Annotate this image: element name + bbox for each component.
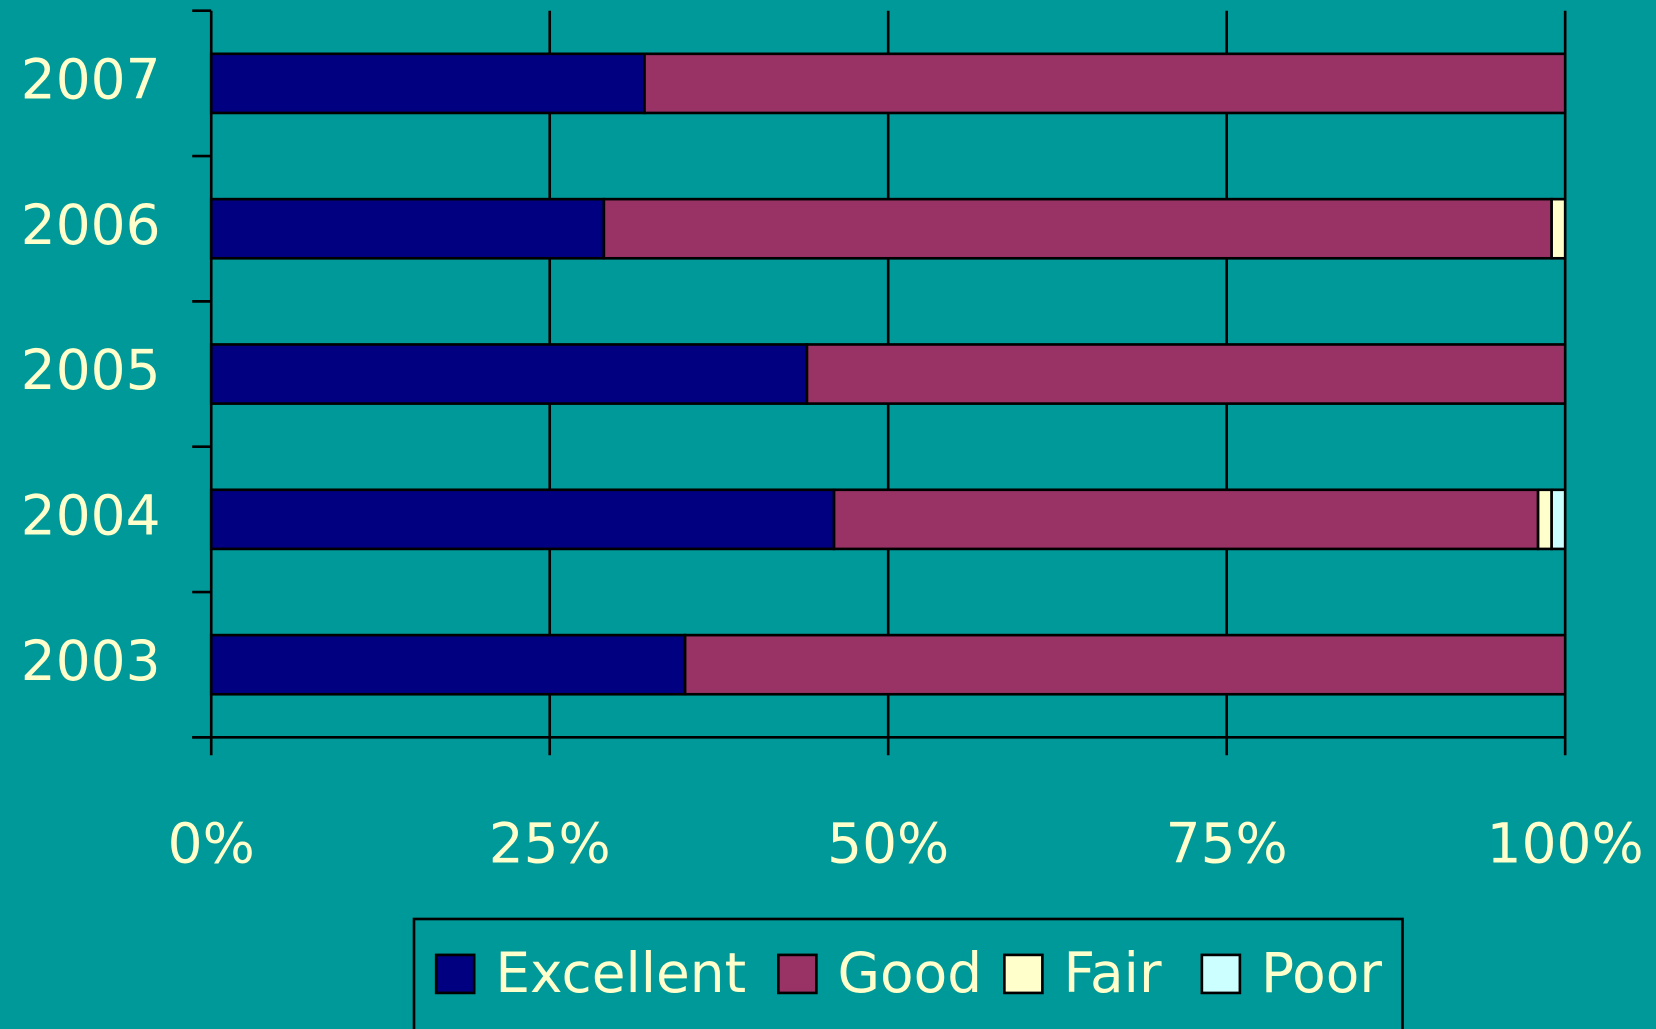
bar-segment bbox=[1550, 197, 1567, 260]
bar-segment bbox=[805, 343, 1567, 405]
legend-label: Poor bbox=[1261, 941, 1382, 1005]
legend-label: Excellent bbox=[495, 941, 746, 1005]
bar-segment bbox=[683, 633, 1567, 696]
bar-segment bbox=[209, 633, 687, 696]
bar-segment bbox=[209, 488, 836, 551]
y-tick-label: 2004 bbox=[21, 483, 161, 547]
y-tick-label: 2005 bbox=[21, 338, 161, 402]
y-tick-label: 2006 bbox=[21, 193, 161, 257]
legend-swatch bbox=[1200, 953, 1242, 995]
legend-swatch bbox=[1003, 953, 1044, 995]
bar-segment bbox=[1536, 488, 1553, 551]
legend-swatch bbox=[434, 953, 476, 995]
bar-segment bbox=[1550, 488, 1567, 551]
legend-swatch bbox=[777, 953, 818, 995]
bar-segment bbox=[832, 488, 1540, 551]
x-tick-label: 25% bbox=[489, 811, 611, 875]
x-tick-label: 0% bbox=[168, 811, 255, 875]
legend-label: Good bbox=[838, 941, 983, 1005]
legend-label: Fair bbox=[1064, 941, 1162, 1005]
bar-segment bbox=[643, 52, 1567, 115]
y-tick-label: 2007 bbox=[21, 48, 161, 112]
x-tick-label: 50% bbox=[827, 811, 949, 875]
legend-box bbox=[412, 917, 1404, 1029]
x-tick-label: 75% bbox=[1166, 811, 1288, 875]
bar-segment bbox=[209, 52, 646, 115]
bar-segment bbox=[602, 197, 1553, 260]
y-tick-label: 2003 bbox=[21, 629, 161, 693]
bar-segment bbox=[209, 197, 606, 260]
bar-segment bbox=[209, 343, 809, 405]
x-tick-label: 100% bbox=[1487, 811, 1644, 875]
